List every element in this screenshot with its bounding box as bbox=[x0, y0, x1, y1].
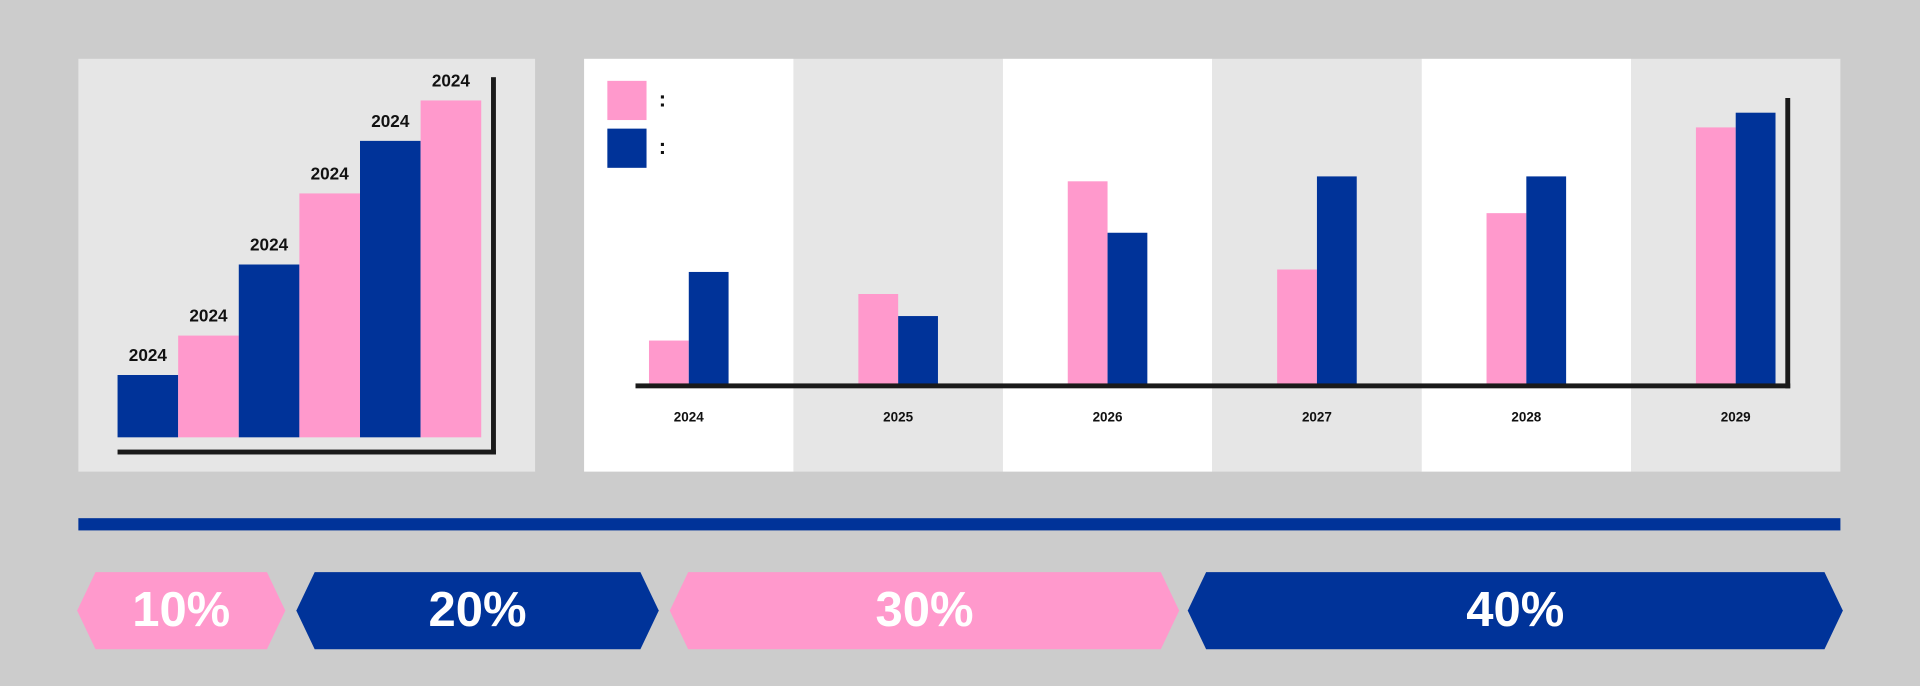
bar bbox=[1486, 213, 1527, 386]
bar bbox=[420, 100, 482, 438]
bar bbox=[360, 140, 421, 438]
x-axis-line bbox=[635, 383, 1791, 389]
chart-layer: 2024 2024 2024 2024 2024 2024 2024 2025 2026 2027… bbox=[77, 71, 1843, 650]
legend-label: : bbox=[659, 134, 666, 159]
bar-label: 2024 bbox=[371, 111, 410, 131]
band bbox=[793, 58, 1003, 472]
bar-label: 2024 bbox=[189, 306, 228, 326]
bar bbox=[117, 375, 179, 438]
legend-swatch bbox=[607, 128, 647, 168]
column-bands bbox=[584, 58, 1841, 472]
banner-label: 20% bbox=[429, 583, 527, 637]
bar bbox=[898, 316, 938, 386]
banner-label: 30% bbox=[875, 583, 973, 637]
banner-label: 40% bbox=[1466, 583, 1564, 637]
bar bbox=[1107, 232, 1148, 386]
legend-swatch bbox=[607, 80, 647, 121]
bar bbox=[299, 193, 360, 438]
bar bbox=[688, 271, 729, 386]
bar-label: 2024 bbox=[250, 235, 289, 255]
banner bbox=[669, 572, 1180, 650]
legend-label: : bbox=[659, 86, 666, 111]
bar bbox=[1695, 127, 1736, 386]
x-tick-label: 2026 bbox=[1093, 409, 1123, 424]
y-axis-line bbox=[491, 77, 496, 455]
divider bbox=[78, 518, 1841, 531]
bar bbox=[1735, 112, 1776, 386]
banner bbox=[296, 572, 659, 650]
x-tick-label: 2028 bbox=[1511, 409, 1541, 424]
bar bbox=[1277, 269, 1317, 386]
bar bbox=[858, 294, 899, 386]
x-tick-label: 2027 bbox=[1302, 409, 1332, 424]
bar-label: 2024 bbox=[129, 345, 168, 365]
bar bbox=[238, 264, 300, 438]
band bbox=[584, 58, 794, 472]
bar bbox=[648, 340, 689, 386]
bar bbox=[1067, 181, 1108, 386]
bar-label: 2024 bbox=[311, 164, 350, 184]
banner-label: 10% bbox=[132, 583, 230, 637]
x-axis-line bbox=[117, 449, 496, 455]
x-tick-label: 2025 bbox=[883, 409, 913, 424]
y-axis-line bbox=[1785, 98, 1791, 389]
x-tick-label: 2029 bbox=[1721, 409, 1751, 424]
bar-label: 2024 bbox=[432, 71, 471, 91]
x-tick-label: 2024 bbox=[674, 409, 704, 424]
bar bbox=[1316, 176, 1357, 386]
banner bbox=[1187, 572, 1843, 650]
bar bbox=[178, 335, 239, 438]
bar bbox=[1526, 176, 1567, 386]
banner bbox=[77, 572, 286, 650]
